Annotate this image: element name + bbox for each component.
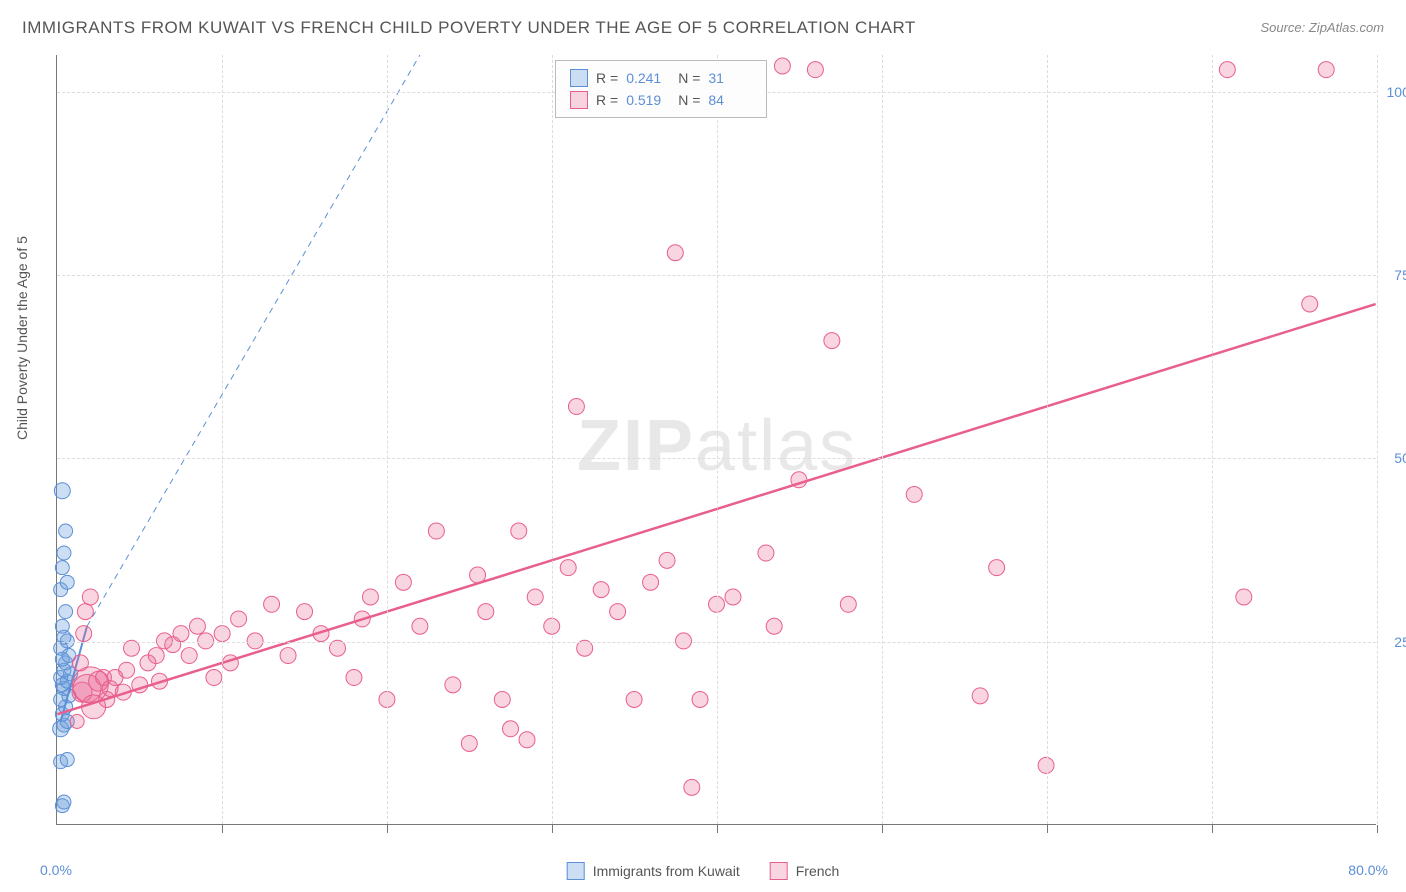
scatter-point [362,589,378,605]
scatter-point [643,574,659,590]
scatter-point [181,648,197,664]
chart-title: IMMIGRANTS FROM KUWAIT VS FRENCH CHILD P… [22,18,916,38]
scatter-point [494,692,510,708]
scatter-point [758,545,774,561]
scatter-point [1236,589,1252,605]
scatter-point [280,648,296,664]
scatter-point [59,605,73,619]
scatter-point [297,604,313,620]
scatter-point [989,560,1005,576]
scatter-point [568,399,584,415]
scatter-point [593,582,609,598]
scatter-point [189,618,205,634]
scatter-point [54,483,70,499]
scatter-point [206,670,222,686]
scatter-point [1219,62,1235,78]
r-label: R = [596,92,618,108]
scatter-point [972,688,988,704]
r-value-french: 0.519 [626,92,670,108]
scatter-point [610,604,626,620]
scatter-point [519,732,535,748]
legend-stats: R = 0.241 N = 31 R = 0.519 N = 84 [555,60,767,118]
scatter-point [445,677,461,693]
scatter-point [511,523,527,539]
scatter-point [231,611,247,627]
scatter-point [346,670,362,686]
legend-item-french: French [770,862,840,880]
n-label: N = [678,92,700,108]
scatter-point [148,648,164,664]
scatter-point [807,62,823,78]
legend-swatch-kuwait [570,69,588,87]
trend-line-dashed [87,55,420,626]
scatter-point [55,561,69,575]
ytick-label: 25.0% [1394,634,1406,650]
scatter-point [774,58,790,74]
scatter-point [119,662,135,678]
scatter-point [72,655,88,671]
scatter-point [667,245,683,261]
scatter-point [725,589,741,605]
legend-swatch-french [770,862,788,880]
n-value-french: 84 [708,92,752,108]
chart-container: IMMIGRANTS FROM KUWAIT VS FRENCH CHILD P… [0,0,1406,892]
scatter-point [766,618,782,634]
r-label: R = [596,70,618,86]
scatter-point [60,575,74,589]
scatter-point [824,333,840,349]
ytick-label: 50.0% [1394,450,1406,466]
n-label: N = [678,70,700,86]
source-label: Source: ZipAtlas.com [1260,20,1384,35]
legend-swatch-kuwait [567,862,585,880]
scatter-point [77,604,93,620]
legend-stats-row: R = 0.519 N = 84 [570,89,752,111]
scatter-point [264,596,280,612]
scatter-point [906,486,922,502]
scatter-point [173,626,189,642]
scatter-point [428,523,444,539]
xtick-max: 80.0% [1348,862,1388,878]
scatter-point [659,552,675,568]
scatter-point [395,574,411,590]
scatter-point [59,524,73,538]
scatter-point [840,596,856,612]
scatter-point [692,692,708,708]
scatter-point [527,589,543,605]
scatter-point [412,618,428,634]
legend-label-french: French [796,863,840,879]
n-value-kuwait: 31 [708,70,752,86]
ytick-label: 100.0% [1387,84,1406,100]
r-value-kuwait: 0.241 [626,70,670,86]
scatter-point [70,714,84,728]
ytick-label: 75.0% [1394,267,1406,283]
scatter-point [57,546,71,560]
scatter-point [76,626,92,642]
scatter-point [478,604,494,620]
xtick-min: 0.0% [40,862,72,878]
legend-label-kuwait: Immigrants from Kuwait [593,863,740,879]
scatter-point [461,735,477,751]
plot-area: ZIPatlas 25.0%50.0%75.0%100.0% [56,55,1376,825]
scatter-point [60,753,74,767]
scatter-point [1318,62,1334,78]
scatter-point [684,779,700,795]
legend-item-kuwait: Immigrants from Kuwait [567,862,740,880]
legend-stats-row: R = 0.241 N = 31 [570,67,752,89]
scatter-point [560,560,576,576]
legend-series: Immigrants from Kuwait French [567,862,840,880]
legend-swatch-french [570,91,588,109]
scatter-point [57,795,71,809]
scatter-point [503,721,519,737]
scatter-point [82,589,98,605]
scatter-point [626,692,642,708]
y-axis-title: Child Poverty Under the Age of 5 [14,236,30,440]
scatter-point [1302,296,1318,312]
scatter-point [55,619,69,633]
